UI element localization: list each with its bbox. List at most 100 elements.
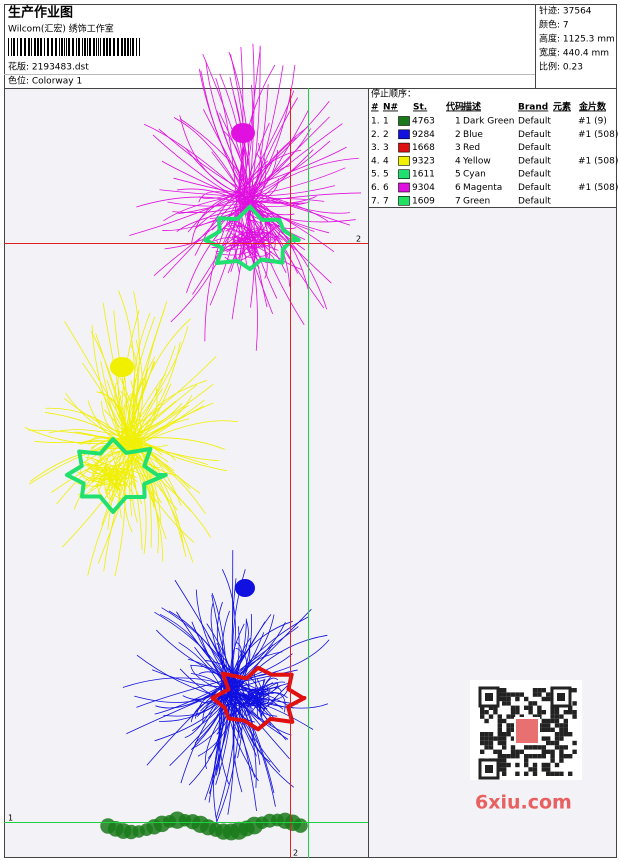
stitch [251, 65, 284, 198]
qr-cell [550, 754, 555, 759]
qr-cell [572, 710, 577, 715]
stitch [221, 693, 255, 709]
qr-cell [554, 745, 560, 750]
qr-cell [541, 745, 546, 750]
stitch [236, 185, 335, 197]
row-brand: Default [518, 156, 551, 166]
qr-cell [559, 745, 564, 750]
qr-cell [502, 718, 507, 724]
bar [124, 38, 126, 56]
info-line: 高度: 1125.3 mm [539, 33, 615, 45]
qr-cell [493, 749, 498, 754]
qr-cell [480, 740, 485, 746]
stitch [218, 695, 223, 775]
stitch [234, 248, 257, 261]
swatch [398, 142, 410, 153]
stitch [254, 128, 311, 192]
qr-code [478, 686, 577, 780]
stitch [153, 198, 253, 277]
bar [31, 38, 32, 56]
stitch [179, 115, 237, 193]
bar [84, 38, 86, 56]
row-element: #1 (508) [578, 183, 618, 193]
swatch [398, 196, 410, 206]
qr-cell [546, 749, 551, 754]
column-header: St. [413, 103, 427, 113]
stitch [225, 226, 259, 239]
row-num: 1. [371, 117, 380, 127]
row-st: 9284 [412, 130, 435, 140]
qr-cell [519, 714, 524, 719]
qr-cell [528, 701, 533, 706]
stitch [178, 642, 226, 697]
stitch [100, 361, 123, 447]
stitch [231, 682, 264, 694]
qr-cell [563, 723, 568, 728]
row-n: 7 [383, 196, 389, 206]
qr-cell [506, 727, 511, 732]
stitch [48, 429, 137, 443]
row-st: 9304 [412, 183, 435, 193]
qr-cell [484, 732, 489, 737]
stitch [249, 201, 310, 208]
stitch [210, 603, 231, 682]
stitch [143, 123, 250, 201]
qr-cell [541, 762, 546, 768]
qr-cell [559, 727, 564, 732]
stitch [105, 463, 124, 481]
qr-cell [510, 723, 516, 728]
stitch [134, 687, 222, 703]
bar [37, 38, 39, 56]
qr-cell [563, 710, 568, 715]
qr-cell [506, 762, 511, 768]
qr-finder [485, 765, 493, 773]
qr-cell [541, 767, 546, 772]
scallop [293, 818, 308, 833]
qr-cell [510, 710, 516, 715]
qr-cell [559, 714, 564, 719]
stitch [208, 687, 233, 794]
row-num: 4. [371, 156, 380, 166]
qr-cell [537, 745, 542, 750]
row-n: 3 [383, 143, 389, 153]
bar [98, 38, 99, 56]
stitch [163, 694, 224, 717]
qr-cell [559, 723, 564, 728]
qr-cell [563, 718, 568, 724]
stitch [261, 682, 279, 693]
qr-cell [497, 696, 502, 702]
stitch [235, 699, 276, 807]
qr-cell [515, 749, 520, 754]
stitch [251, 671, 257, 703]
row-desc: Magenta [463, 183, 502, 193]
stitch [118, 465, 139, 483]
swatch [398, 169, 410, 179]
qr-cell [515, 692, 520, 697]
stitch [104, 409, 134, 445]
qr-cell [563, 727, 568, 732]
qr-cell [572, 688, 577, 693]
stitch [159, 189, 250, 198]
qr-cell [528, 705, 533, 710]
stitch [161, 160, 245, 201]
qr-cell [541, 696, 546, 702]
stitch [222, 228, 258, 241]
stitch [259, 702, 274, 718]
stitch [62, 444, 141, 548]
qr-cell [546, 736, 551, 741]
column-header: Brand [518, 103, 548, 113]
qr-cell [541, 727, 546, 732]
bar [78, 38, 80, 56]
bar [130, 38, 131, 56]
bar [28, 38, 30, 56]
swatch [398, 182, 410, 193]
qr-cell [497, 754, 502, 759]
bar [127, 38, 129, 56]
stitch [114, 382, 139, 436]
stitch [254, 225, 277, 247]
qr-cell [502, 692, 507, 697]
qr-cell [541, 749, 546, 754]
bar [82, 38, 83, 56]
embroidery-design [24, 43, 362, 841]
swatch [398, 129, 410, 140]
